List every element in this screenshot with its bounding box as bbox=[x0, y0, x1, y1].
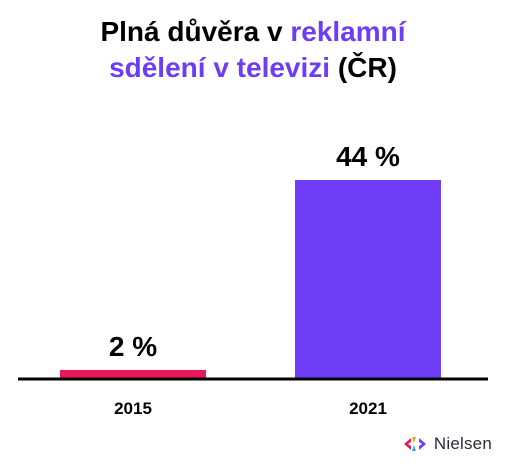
bar-2015 bbox=[60, 369, 206, 379]
data-label-2015: 2 % bbox=[109, 331, 157, 362]
title-line-1: Plná důvěra v reklamní bbox=[0, 14, 506, 50]
x-tick-label-2021: 2021 bbox=[349, 399, 387, 418]
x-tick-label-2015: 2015 bbox=[114, 399, 152, 418]
bar-2021 bbox=[295, 180, 441, 379]
nielsen-brand: Nielsen bbox=[402, 432, 492, 456]
title-line-2: sdělení v televizi (ČR) bbox=[0, 50, 506, 86]
title-highlight-2: sdělení v televizi bbox=[109, 52, 331, 83]
labels-group: 2 % 2015 44 % 2021 bbox=[109, 141, 400, 418]
bars-group bbox=[60, 180, 441, 379]
chart-title: Plná důvěra v reklamní sdělení v televiz… bbox=[0, 14, 506, 86]
nielsen-logo-icon bbox=[403, 437, 426, 451]
title-highlight-1: reklamní bbox=[290, 16, 406, 47]
title-part-1: Plná důvěra v bbox=[100, 16, 291, 47]
title-part-2: (ČR) bbox=[330, 52, 397, 83]
brand-name: Nielsen bbox=[433, 434, 492, 453]
data-label-2021: 44 % bbox=[336, 141, 400, 172]
